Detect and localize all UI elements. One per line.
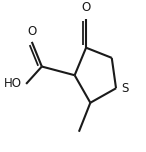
Text: HO: HO — [4, 77, 22, 90]
Text: O: O — [27, 25, 36, 38]
Text: S: S — [122, 82, 129, 95]
Text: O: O — [81, 1, 91, 14]
